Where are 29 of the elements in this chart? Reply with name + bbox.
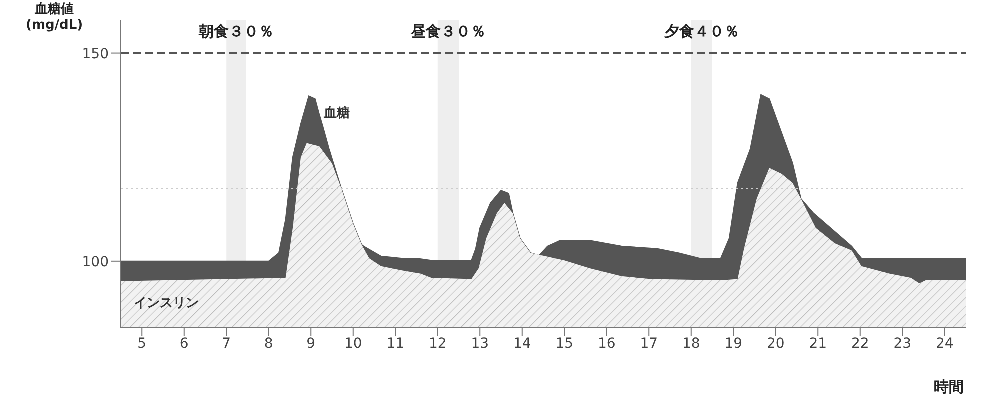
x-tick-label: 15: [556, 336, 574, 352]
x-tick-label: 5: [138, 336, 147, 352]
x-tick-label: 8: [264, 336, 274, 352]
x-tick-label: 24: [936, 336, 954, 352]
x-tick-label: 6: [180, 336, 189, 352]
annotation: 血糖: [324, 104, 350, 122]
y-tick-label: 100: [82, 254, 109, 270]
band-label: 昼食３０％: [410, 22, 486, 41]
x-tick-label: 10: [344, 336, 362, 352]
y-axis-title: 血糖値 (mg/dL): [26, 2, 84, 34]
x-tick-label: 14: [513, 336, 532, 352]
x-tick-label: 17: [640, 336, 658, 352]
y-tick-label: 150: [82, 46, 109, 62]
x-axis-title: 時間: [934, 378, 964, 397]
band-label: 朝食３０％: [198, 22, 274, 41]
x-tick-label: 21: [809, 336, 828, 352]
x-tick-label: 23: [894, 336, 912, 352]
x-tick-label: 11: [386, 336, 405, 352]
x-tick-label: 22: [851, 336, 870, 352]
x-tick-label: 12: [428, 336, 447, 352]
band-label: 夕食４０％: [663, 22, 740, 41]
annotation: インスリン: [134, 295, 199, 312]
x-tick-label: 20: [766, 336, 785, 352]
x-tick-label: 7: [222, 336, 232, 352]
x-tick-label: 19: [724, 336, 743, 352]
x-tick-label: 16: [598, 336, 616, 352]
x-tick-label: 9: [306, 336, 316, 352]
x-tick-label: 13: [471, 336, 490, 352]
x-tick-label: 18: [682, 336, 700, 352]
